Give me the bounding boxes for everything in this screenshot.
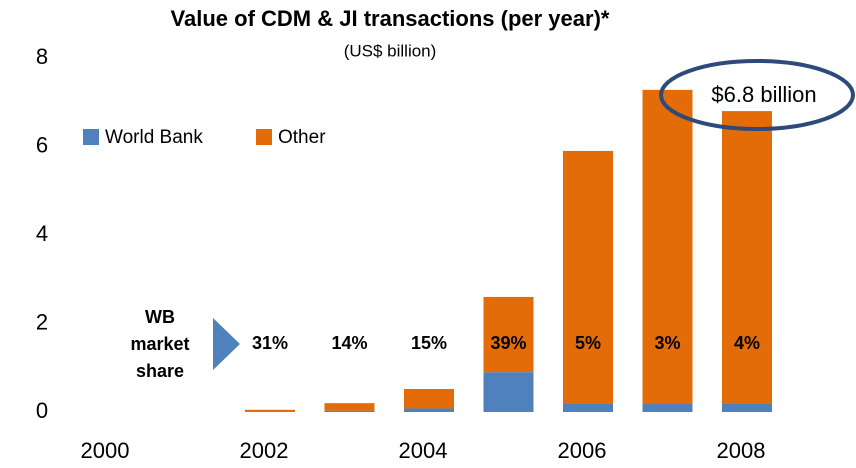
share-label: 14% xyxy=(331,333,367,353)
share-title: market xyxy=(130,334,189,354)
legend-label: World Bank xyxy=(105,127,203,148)
chart-title: Value of CDM & JI transactions (per year… xyxy=(171,6,610,31)
bar-segment xyxy=(404,388,454,409)
bar-segment xyxy=(642,89,693,405)
bar-segment xyxy=(722,403,772,412)
x-tick-label: 2006 xyxy=(558,438,607,463)
bar-segment xyxy=(404,408,454,412)
bar-segment xyxy=(245,409,295,412)
share-label: 3% xyxy=(654,333,680,353)
share-label: 31% xyxy=(252,333,288,353)
bar-segment xyxy=(324,410,375,412)
bar-segment xyxy=(642,404,693,412)
share-label: 39% xyxy=(490,333,526,353)
y-tick-label: 4 xyxy=(36,221,48,246)
annotation-ellipse xyxy=(659,59,855,131)
y-tick-label: 8 xyxy=(36,44,48,69)
bar-segment xyxy=(563,403,613,412)
legend-swatch xyxy=(256,129,272,145)
y-tick-label: 0 xyxy=(36,398,48,423)
bar-segment xyxy=(483,372,534,412)
x-tick-label: 2002 xyxy=(240,438,289,463)
bar-segment xyxy=(722,111,772,404)
bar-segment xyxy=(324,403,375,411)
share-label: 15% xyxy=(411,333,447,353)
chart-subtitle: (US$ billion) xyxy=(344,41,437,60)
bar-segment xyxy=(563,150,613,404)
y-tick-label: 2 xyxy=(36,309,48,334)
y-tick-label: 6 xyxy=(36,132,48,157)
x-tick-label: 2000 xyxy=(81,438,130,463)
legend-swatch xyxy=(83,129,99,145)
legend-label: Other xyxy=(278,127,326,148)
x-tick-label: 2008 xyxy=(717,438,766,463)
share-arrow xyxy=(213,318,240,370)
share-label: 5% xyxy=(575,333,601,353)
x-tick-label: 2004 xyxy=(399,438,448,463)
bar-segment xyxy=(483,296,534,373)
share-label: 4% xyxy=(734,333,760,353)
share-title: share xyxy=(136,361,184,381)
annotation: $6.8 billion xyxy=(711,82,816,107)
share-title: WB xyxy=(145,307,175,327)
